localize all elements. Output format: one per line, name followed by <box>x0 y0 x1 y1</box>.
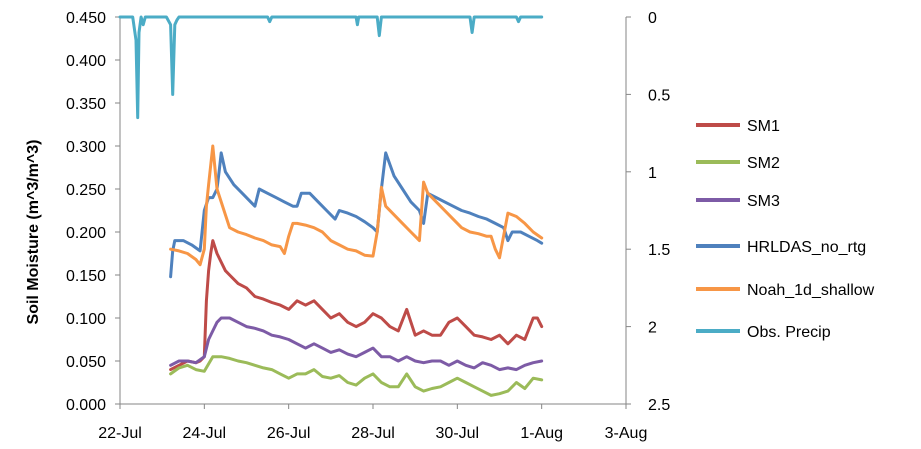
x-tick-label: 3-Aug <box>605 425 648 442</box>
legend-label-sm3: SM3 <box>747 193 780 210</box>
legend: SM1 SM2 SM3 HRLDAS_no_rtg Noah_1d_shallow Obs… <box>696 118 875 341</box>
legend-label-noah-1d-shallow: Noah_1d_shallow <box>747 282 875 299</box>
y-tick-label: 0.250 <box>66 182 106 199</box>
series-line-sm1 <box>169 239 544 372</box>
legend-label-hrldas-no-rtg: HRLDAS_no_rtg <box>747 239 866 256</box>
y-tick-label: 0.000 <box>66 397 106 414</box>
x-tick-label: 26-Jul <box>267 425 311 442</box>
legend-label-obs-precip: Obs. Precip <box>747 324 831 341</box>
y-tick-label: 0.300 <box>66 139 106 156</box>
y-axis-ticks: 0.000 0.050 0.100 0.150 0.200 0.250 0.300 0.350… <box>66 10 120 414</box>
y-tick-label: 0.200 <box>66 225 106 242</box>
y2-tick-label: 1.5 <box>648 242 670 259</box>
x-tick-label: 22-Jul <box>98 425 142 442</box>
y-tick-label: 0.400 <box>66 53 106 70</box>
axes <box>119 17 627 405</box>
y2-tick-label: 2.5 <box>648 397 670 414</box>
y-tick-label: 0.050 <box>66 354 106 371</box>
series-line-sm3 <box>169 316 544 372</box>
y2-tick-label: 0.5 <box>648 87 670 104</box>
y-axis-title: Soil Moisture (m^3/m^3) <box>25 140 42 325</box>
series-line-sm2 <box>169 355 544 397</box>
y2-axis-ticks: 0 0.5 1 1.5 2 2.5 <box>626 10 670 414</box>
y2-tick-label: 1 <box>648 165 657 182</box>
plot-area <box>118 15 544 397</box>
series-line-obs-precip <box>118 15 544 120</box>
x-axis-ticks: 22-Jul 24-Jul 26-Jul 28-Jul 30-Jul 1-Aug 3-Aug <box>98 404 647 442</box>
legend-label-sm2: SM2 <box>747 155 780 172</box>
x-tick-label: 24-Jul <box>183 425 227 442</box>
x-tick-label: 28-Jul <box>351 425 395 442</box>
x-tick-label: 30-Jul <box>436 425 480 442</box>
y-tick-label: 0.450 <box>66 10 106 27</box>
y2-tick-label: 0 <box>648 10 657 27</box>
y-tick-label: 0.150 <box>66 268 106 285</box>
series-line-noah-1d-shallow <box>169 144 544 267</box>
y-tick-label: 0.350 <box>66 96 106 113</box>
legend-label-sm1: SM1 <box>747 118 780 135</box>
x-tick-label: 1-Aug <box>520 425 563 442</box>
y2-tick-label: 2 <box>648 320 657 337</box>
y-tick-label: 0.100 <box>66 311 106 328</box>
